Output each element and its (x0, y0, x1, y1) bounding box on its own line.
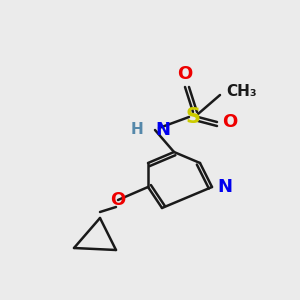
Text: O: O (110, 191, 126, 209)
Text: CH₃: CH₃ (226, 85, 256, 100)
Text: N: N (155, 121, 170, 139)
Text: S: S (185, 107, 200, 127)
Text: H: H (130, 122, 143, 136)
Text: N: N (217, 178, 232, 196)
Text: O: O (222, 113, 238, 131)
Text: O: O (177, 65, 193, 83)
